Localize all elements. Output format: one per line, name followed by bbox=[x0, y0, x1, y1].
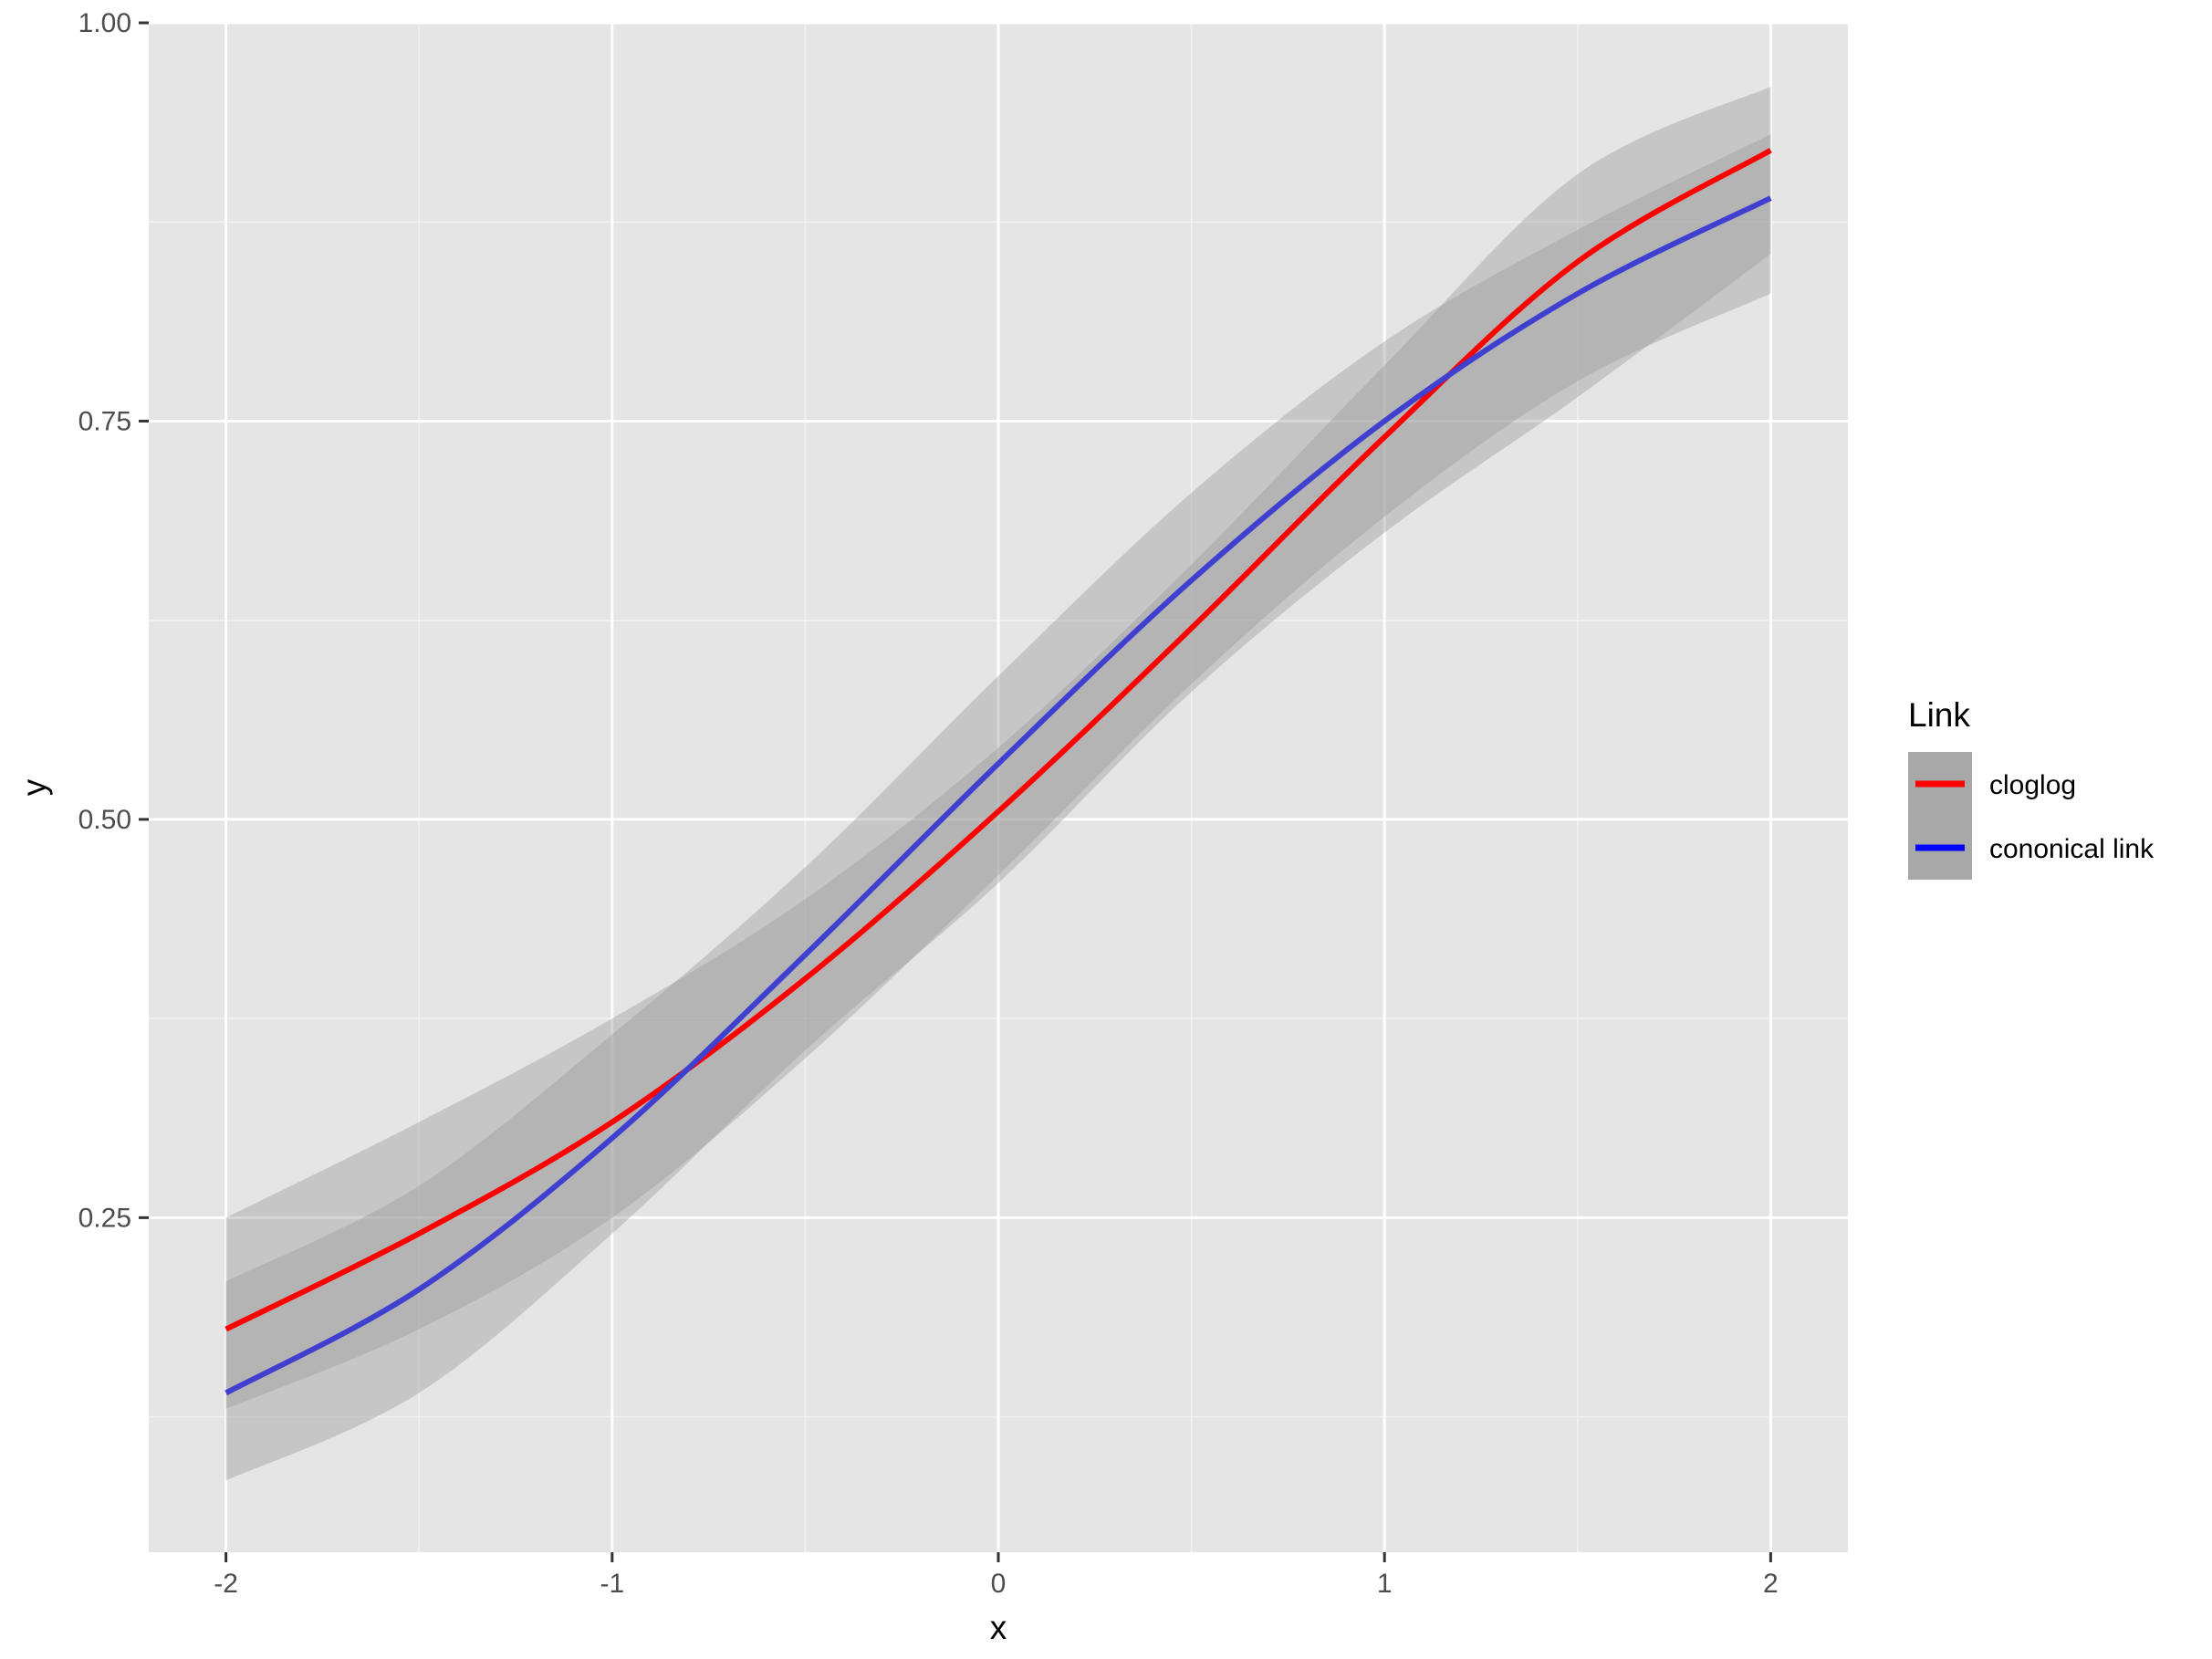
x-axis: -2 -1 0 1 2 bbox=[214, 1552, 1779, 1599]
legend-label-cononical-link: cononical link bbox=[1989, 834, 2155, 864]
y-tick-label: 1.00 bbox=[78, 8, 131, 38]
series-line-1 bbox=[224, 148, 1772, 1332]
major-gridlines bbox=[149, 21, 1848, 1552]
series-line-2 bbox=[224, 195, 1772, 1396]
legend: Link cloglog cononical link bbox=[1908, 696, 2155, 880]
confidence-ribbon-1 bbox=[225, 86, 1771, 1409]
x-tick-label: -2 bbox=[214, 1569, 238, 1599]
legend-title: Link bbox=[1908, 696, 1970, 734]
confidence-ribbon-2 bbox=[225, 134, 1771, 1481]
y-tick-label: 0.75 bbox=[78, 406, 131, 436]
x-axis-title: x bbox=[990, 1609, 1007, 1646]
confidence-ribbons bbox=[225, 86, 1771, 1481]
x-tick-label: 1 bbox=[1377, 1569, 1393, 1599]
legend-label-cloglog: cloglog bbox=[1989, 770, 2076, 800]
series-lines bbox=[224, 148, 1772, 1396]
x-tick-label: -1 bbox=[600, 1569, 624, 1599]
x-tick-label: 2 bbox=[1763, 1569, 1779, 1599]
x-tick-label: 0 bbox=[991, 1569, 1007, 1599]
y-axis-title: y bbox=[16, 778, 53, 796]
y-axis: 0.25 0.50 0.75 1.00 bbox=[78, 8, 149, 1233]
y-tick-label: 0.50 bbox=[78, 805, 131, 835]
y-tick-label: 0.25 bbox=[78, 1203, 131, 1233]
